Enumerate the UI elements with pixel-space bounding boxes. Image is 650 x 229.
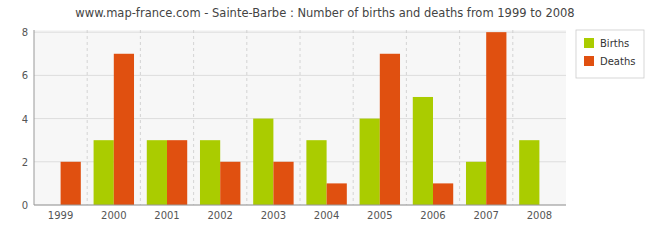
bar xyxy=(167,140,187,205)
bar xyxy=(413,97,433,205)
group-separator xyxy=(193,30,194,205)
x-tick-label: 2002 xyxy=(207,210,232,221)
bar xyxy=(200,140,220,205)
x-tick-label: 2003 xyxy=(261,210,286,221)
bar xyxy=(273,162,293,205)
bar xyxy=(486,32,506,205)
legend-label: Births xyxy=(600,38,629,49)
legend-frame xyxy=(576,30,644,78)
bar xyxy=(360,119,380,205)
y-axis-line xyxy=(34,30,35,205)
bar xyxy=(220,162,240,205)
legend-label: Deaths xyxy=(600,56,635,67)
bars xyxy=(61,32,540,205)
bar xyxy=(61,162,81,205)
group-separator xyxy=(512,30,513,205)
bar xyxy=(114,54,134,205)
group-separator xyxy=(246,30,247,205)
y-tick-label: 6 xyxy=(22,70,28,81)
group-separator xyxy=(87,30,88,205)
legend-swatch xyxy=(584,56,594,66)
bar xyxy=(466,162,486,205)
bar xyxy=(306,140,326,205)
bar xyxy=(433,183,453,205)
x-tick-label: 2004 xyxy=(314,210,339,221)
x-tick-label: 2006 xyxy=(420,210,445,221)
bar xyxy=(147,140,167,205)
group-separator xyxy=(140,30,141,205)
x-tick-label: 2001 xyxy=(154,210,179,221)
y-tick-label: 2 xyxy=(22,157,28,168)
title: www.map-france.com - Sainte-Barbe : Numb… xyxy=(75,6,574,20)
bar xyxy=(380,54,400,205)
x-tick-label: 1999 xyxy=(48,210,73,221)
chart: www.map-france.com - Sainte-Barbe : Numb… xyxy=(0,0,650,229)
y-tick-label: 4 xyxy=(22,114,28,125)
x-tick-label: 2008 xyxy=(527,210,552,221)
bar xyxy=(94,140,114,205)
y-tick-label: 0 xyxy=(22,200,28,211)
legend: Births Deaths xyxy=(576,30,644,78)
group-separator xyxy=(353,30,354,205)
x-tick-label: 2000 xyxy=(101,210,126,221)
plot-background xyxy=(34,30,566,205)
x-axis-line xyxy=(34,205,566,206)
grid-line xyxy=(34,205,566,206)
bar xyxy=(327,183,347,205)
group-separator xyxy=(300,30,301,205)
x-tick-label: 2007 xyxy=(473,210,498,221)
group-separator xyxy=(459,30,460,205)
bar xyxy=(253,119,273,205)
y-tick-label: 8 xyxy=(22,27,28,38)
bar xyxy=(519,140,539,205)
legend-swatch xyxy=(584,38,594,48)
group-separator xyxy=(406,30,407,205)
x-tick-label: 2005 xyxy=(367,210,392,221)
